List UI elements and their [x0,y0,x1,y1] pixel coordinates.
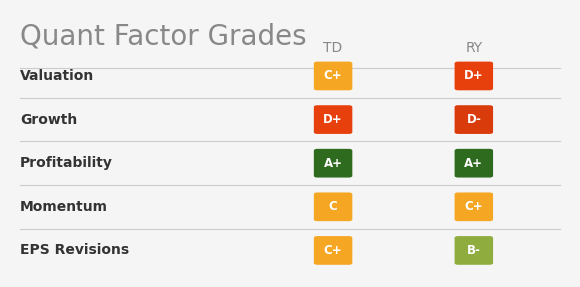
Text: Growth: Growth [20,113,77,127]
Text: EPS Revisions: EPS Revisions [20,243,129,257]
Text: Valuation: Valuation [20,69,95,83]
Text: D+: D+ [323,113,343,126]
FancyBboxPatch shape [314,236,352,265]
Text: D-: D- [466,113,481,126]
Text: Momentum: Momentum [20,200,108,214]
Text: C+: C+ [324,69,342,82]
Text: RY: RY [465,41,483,55]
Text: C+: C+ [465,200,483,213]
Text: C+: C+ [324,244,342,257]
FancyBboxPatch shape [455,105,493,134]
FancyBboxPatch shape [314,193,352,221]
Text: B-: B- [467,244,481,257]
FancyBboxPatch shape [455,149,493,178]
Text: Profitability: Profitability [20,156,113,170]
FancyBboxPatch shape [314,149,352,178]
FancyBboxPatch shape [455,62,493,90]
Text: A+: A+ [324,157,343,170]
FancyBboxPatch shape [455,236,493,265]
Text: C: C [329,200,338,213]
Text: D+: D+ [464,69,484,82]
Text: Quant Factor Grades: Quant Factor Grades [20,22,307,51]
Text: TD: TD [324,41,343,55]
Text: A+: A+ [465,157,483,170]
FancyBboxPatch shape [314,62,352,90]
FancyBboxPatch shape [314,105,352,134]
FancyBboxPatch shape [455,193,493,221]
